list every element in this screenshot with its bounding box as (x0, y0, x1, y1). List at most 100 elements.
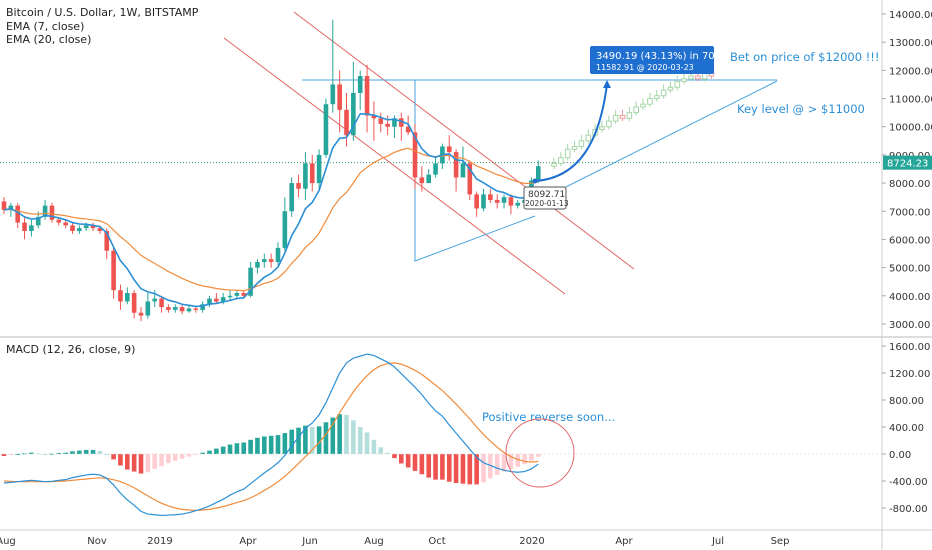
time-tick-label: Jun (301, 536, 318, 547)
candle-body (337, 84, 342, 110)
projection-candle-body (599, 126, 605, 131)
macd-histogram-bar (262, 436, 267, 454)
triangle-left (414, 80, 536, 262)
time-tick-label: Oct (428, 536, 445, 547)
projection-candle-body (626, 112, 633, 119)
projection-candle-body (695, 75, 701, 80)
macd-histogram-bar (200, 452, 205, 454)
time-tick-label: Sep (771, 536, 790, 547)
candle-body (166, 307, 171, 310)
candle-body (536, 166, 541, 181)
candle-body (481, 194, 486, 209)
candle-body (446, 146, 452, 153)
candle-body (488, 194, 493, 200)
price-tick-label: 14000.00 (889, 10, 932, 21)
candle-body (29, 225, 34, 231)
macd-histogram-bar (125, 454, 130, 470)
macd-histogram-bar (49, 453, 55, 455)
candle-body (330, 84, 336, 105)
candle-body (186, 308, 192, 312)
candle-body (426, 174, 431, 184)
projection-candle-body (619, 114, 626, 119)
macd-histogram-bar (83, 449, 89, 454)
macd-histogram-bar (481, 454, 486, 483)
projection-candle-body (701, 72, 708, 80)
price-tick-label: 6000.00 (889, 235, 930, 246)
macd-tick-label: -800.00 (889, 504, 928, 515)
candle-body (385, 123, 390, 127)
candle-body (241, 293, 247, 296)
price-tick-label: 7000.00 (889, 207, 930, 218)
candle-body (83, 225, 89, 229)
projection-candle-body (667, 86, 674, 91)
candle-body (234, 293, 240, 296)
time-tick-label: 2019 (147, 536, 172, 547)
candle-body (214, 298, 219, 302)
candle-body (63, 222, 68, 226)
macd-histogram-bar (63, 452, 68, 454)
macd-histogram-bar (220, 446, 226, 454)
candle-body (35, 216, 41, 226)
candle-body (268, 259, 274, 262)
macd-histogram-bar (399, 454, 404, 464)
projection-candle-body (653, 95, 660, 100)
macd-histogram-bar (131, 454, 137, 472)
candle-body (70, 225, 75, 231)
candle-body (419, 177, 425, 184)
projection-label-line2: 11582.91 @ 2020-03-23 (596, 63, 694, 72)
key-level-annotation: Key level @ > $11000 (737, 102, 865, 116)
macd-histogram-bar (77, 450, 82, 454)
start-label-box (523, 186, 567, 210)
candle-body (118, 290, 123, 302)
time-tick-label: Aug (364, 536, 384, 547)
candle-body (289, 183, 294, 212)
macd-histogram-bar (159, 454, 164, 467)
macd-histogram-bar (296, 427, 301, 454)
macd-histogram-bar (255, 437, 260, 454)
candle-body (104, 231, 110, 251)
candle-body (433, 163, 438, 175)
macd-histogram-bar (309, 427, 315, 454)
macd-tick-label: 800.00 (889, 396, 924, 407)
projection-candle-body (571, 145, 578, 150)
macd-histogram-bar (97, 450, 103, 454)
candle-body (22, 222, 27, 231)
macd-histogram-bar (138, 454, 144, 474)
candle-body (508, 197, 514, 206)
candle-body (474, 194, 479, 209)
candle-body (227, 295, 233, 298)
macd-histogram-bar (501, 454, 507, 472)
macd-histogram-bar (104, 454, 110, 455)
macd-histogram-bar (29, 452, 34, 454)
price-tick-label: 13000.00 (889, 38, 932, 49)
macd-histogram-bar (412, 454, 418, 471)
projection-label-line1: 3490.19 (43.13%) in 70d (596, 51, 721, 62)
ema20-legend: EMA (20, close) (6, 33, 92, 46)
projection-arc (534, 83, 608, 182)
macd-histogram-bar (15, 454, 20, 455)
macd-histogram-bar (419, 454, 425, 475)
macd-tick-label: 1600.00 (889, 342, 930, 353)
candle-body (159, 298, 164, 308)
macd-histogram-bar (508, 454, 514, 469)
macd-histogram-bar (56, 452, 62, 454)
macd-histogram-bar (357, 427, 363, 454)
reversal-circle (505, 418, 575, 488)
ema7-line (3, 112, 539, 308)
candle-body (371, 115, 377, 119)
macd-histogram-bar (488, 454, 493, 479)
macd-histogram-bar (152, 454, 157, 469)
macd-histogram-bar (241, 442, 247, 454)
macd-histogram-bar (111, 454, 116, 460)
projection-candle-body (640, 103, 646, 108)
candle-body (501, 197, 507, 203)
macd-histogram-bar (35, 453, 41, 455)
macd-histogram-bar (90, 449, 96, 454)
projection-candle-body (578, 140, 585, 147)
projection-candle-body (558, 157, 564, 164)
candle-body (351, 92, 356, 136)
projection-label-box (590, 46, 714, 74)
macd-histogram-bar (1, 454, 7, 457)
candle-body (309, 163, 315, 184)
